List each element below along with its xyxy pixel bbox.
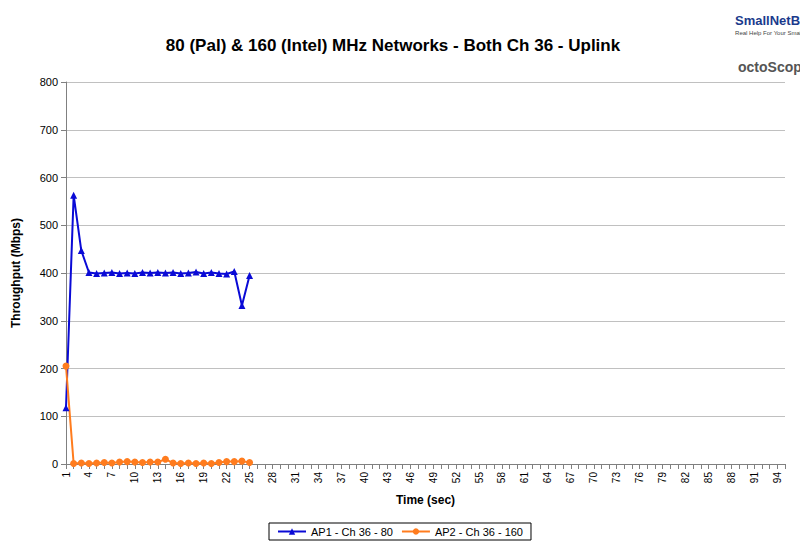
svg-text:34: 34: [313, 472, 324, 484]
svg-text:4: 4: [83, 472, 94, 478]
svg-text:octoScope: octoScope: [738, 59, 800, 75]
svg-text:0: 0: [52, 458, 58, 470]
svg-text:16: 16: [175, 472, 186, 484]
svg-text:19: 19: [198, 472, 209, 484]
svg-text:Throughput (Mbps): Throughput (Mbps): [9, 218, 23, 328]
svg-text:100: 100: [40, 410, 58, 422]
svg-text:31: 31: [290, 472, 301, 484]
svg-text:94: 94: [772, 472, 783, 484]
svg-text:85: 85: [703, 472, 714, 484]
svg-text:13: 13: [152, 472, 163, 484]
svg-text:10: 10: [129, 472, 140, 484]
svg-text:80 (Pal) & 160 (Intel) MHz Net: 80 (Pal) & 160 (Intel) MHz Networks - Bo…: [166, 36, 621, 55]
svg-text:AP2 - Ch 36 - 160: AP2 - Ch 36 - 160: [435, 526, 523, 538]
svg-text:SmallNetBuilder: SmallNetBuilder: [735, 13, 800, 28]
svg-text:300: 300: [40, 315, 58, 327]
svg-text:1: 1: [61, 472, 72, 478]
svg-text:58: 58: [496, 472, 507, 484]
svg-text:43: 43: [382, 472, 393, 484]
svg-text:46: 46: [405, 472, 416, 484]
svg-text:55: 55: [474, 472, 485, 484]
svg-text:52: 52: [451, 472, 462, 484]
svg-text:67: 67: [565, 472, 576, 484]
svg-text:76: 76: [634, 472, 645, 484]
svg-text:88: 88: [726, 472, 737, 484]
svg-text:Time (sec): Time (sec): [396, 493, 455, 507]
svg-text:AP1 - Ch 36 - 80: AP1 - Ch 36 - 80: [311, 526, 393, 538]
svg-text:82: 82: [680, 472, 691, 484]
svg-text:73: 73: [611, 472, 622, 484]
svg-text:200: 200: [40, 363, 58, 375]
svg-text:37: 37: [336, 472, 347, 484]
svg-text:600: 600: [40, 172, 58, 184]
svg-text:40: 40: [359, 472, 370, 484]
svg-text:91: 91: [749, 472, 760, 484]
svg-text:22: 22: [221, 472, 232, 484]
svg-text:700: 700: [40, 124, 58, 136]
svg-text:400: 400: [40, 267, 58, 279]
svg-text:70: 70: [588, 472, 599, 484]
svg-text:64: 64: [542, 472, 553, 484]
svg-text:79: 79: [657, 472, 668, 484]
svg-text:49: 49: [428, 472, 439, 484]
svg-text:800: 800: [40, 76, 58, 88]
svg-text:28: 28: [267, 472, 278, 484]
svg-text:7: 7: [106, 472, 117, 478]
svg-text:500: 500: [40, 219, 58, 231]
svg-text:25: 25: [244, 472, 255, 484]
svg-text:Real Help For Your Small Netwo: Real Help For Your Small Network: [735, 30, 800, 36]
svg-text:61: 61: [519, 472, 530, 484]
